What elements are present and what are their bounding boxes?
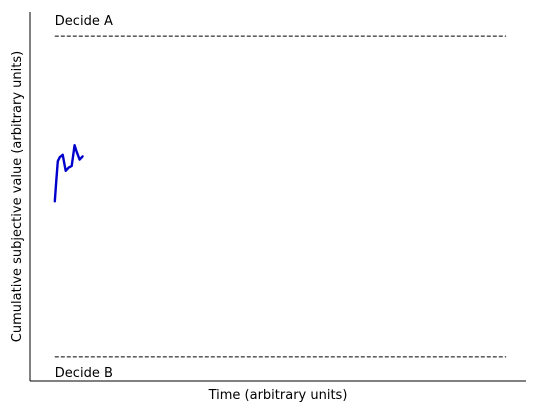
plot-area: Decide A Decide B	[53, 14, 507, 381]
series-line-1	[53, 143, 84, 203]
x-axis-label: Time (arbitrary units)	[208, 388, 348, 403]
threshold-label-2: Decide B	[55, 366, 113, 381]
y-axis-label: Cumulative subjective value (arbitrary u…	[10, 51, 25, 342]
threshold-label-1: Decide A	[55, 14, 113, 29]
